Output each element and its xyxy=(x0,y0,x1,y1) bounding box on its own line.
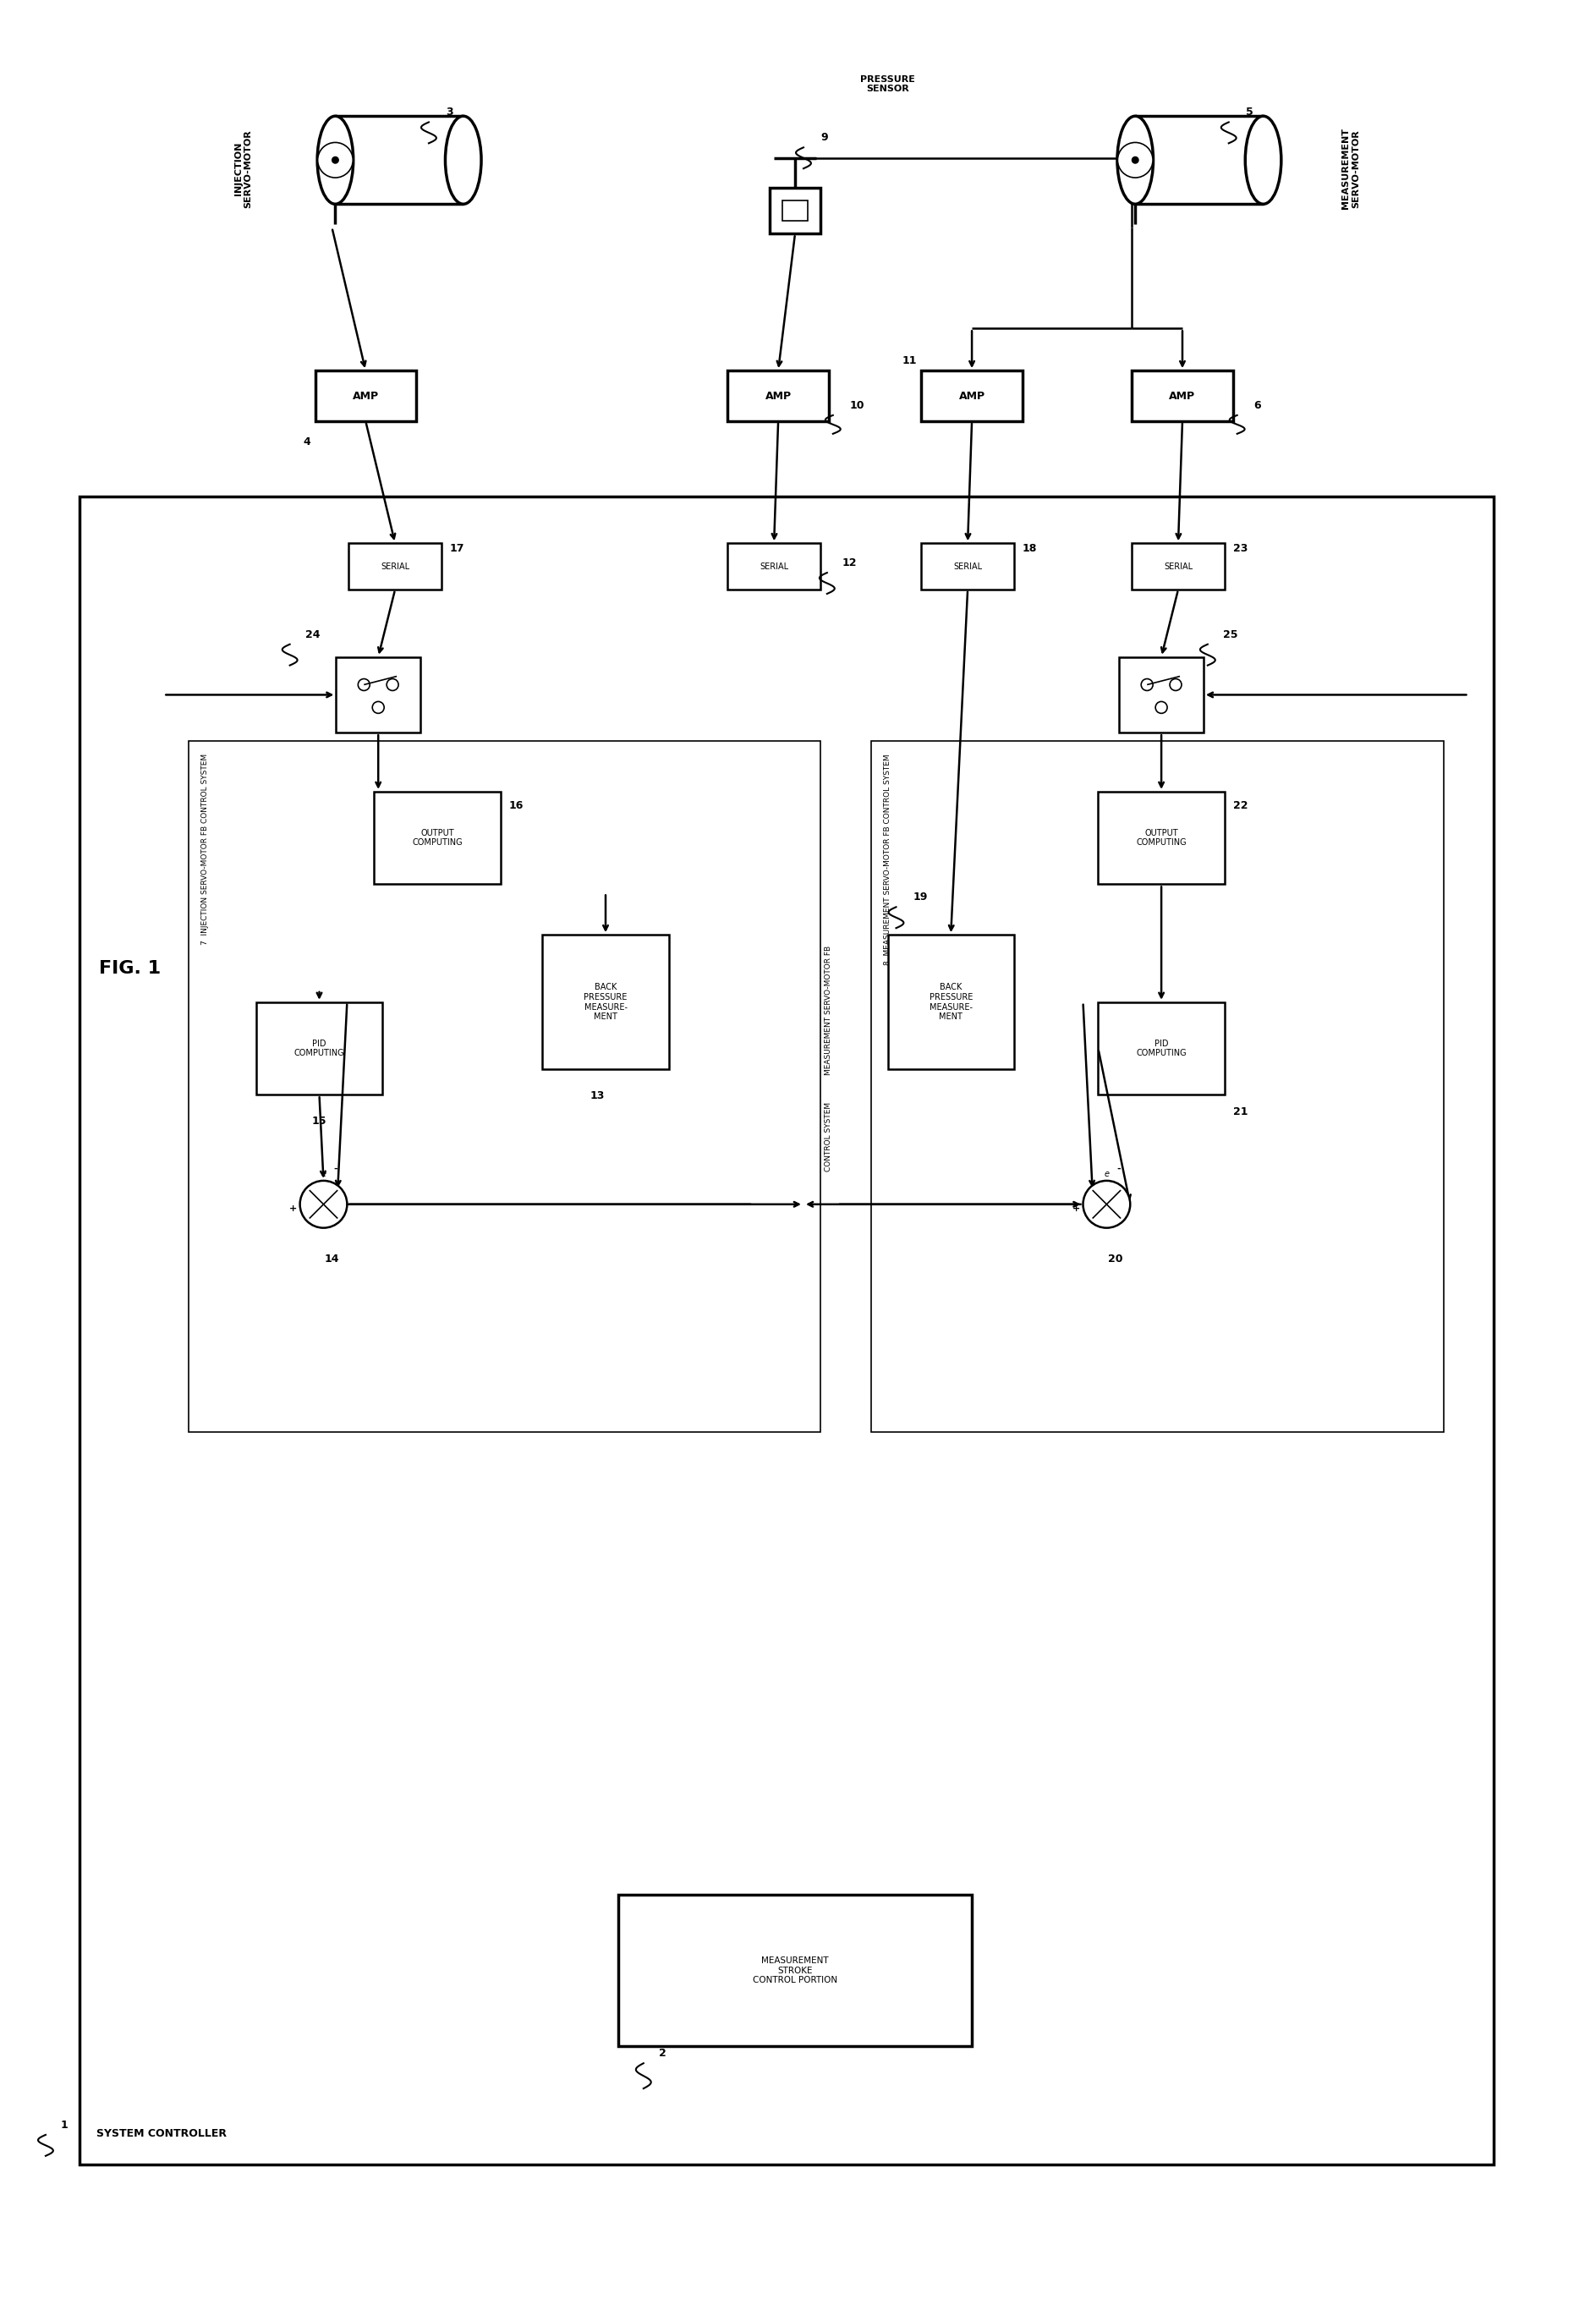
Text: e: e xyxy=(1104,1170,1109,1177)
Circle shape xyxy=(300,1181,346,1228)
Text: MEASUREMENT
STROKE
CONTROL PORTION: MEASUREMENT STROKE CONTROL PORTION xyxy=(753,1957,838,1984)
Text: 24: 24 xyxy=(305,629,319,641)
Text: CONTROL SYSTEM: CONTROL SYSTEM xyxy=(825,1102,833,1172)
Bar xyxy=(618,1894,972,2047)
Text: SERIAL: SERIAL xyxy=(760,562,788,571)
Text: +: + xyxy=(1073,1205,1080,1214)
Circle shape xyxy=(1132,158,1138,162)
Text: +: + xyxy=(289,1205,297,1214)
Text: 19: 19 xyxy=(913,891,927,903)
Bar xyxy=(373,791,500,884)
Text: 15: 15 xyxy=(311,1116,327,1128)
Text: 3: 3 xyxy=(445,107,453,118)
Text: 23: 23 xyxy=(1234,543,1248,555)
Circle shape xyxy=(1156,701,1167,713)
Text: 11: 11 xyxy=(902,355,918,367)
Circle shape xyxy=(1141,678,1152,692)
Text: 10: 10 xyxy=(849,399,865,411)
Circle shape xyxy=(372,701,385,713)
Bar xyxy=(1098,791,1224,884)
Bar xyxy=(728,543,820,590)
Text: -: - xyxy=(1117,1165,1120,1172)
Text: MEASUREMENT
SERVO-MOTOR: MEASUREMENT SERVO-MOTOR xyxy=(1342,128,1360,209)
Text: 1: 1 xyxy=(61,2119,69,2131)
Bar xyxy=(255,1003,383,1096)
Text: SERIAL: SERIAL xyxy=(381,562,410,571)
Bar xyxy=(1132,543,1224,590)
Bar xyxy=(782,200,808,220)
Text: 21: 21 xyxy=(1234,1107,1248,1116)
Text: AMP: AMP xyxy=(959,390,985,402)
Text: AMP: AMP xyxy=(353,390,378,402)
Text: FIG. 1: FIG. 1 xyxy=(99,961,161,977)
Text: OUTPUT
COMPUTING: OUTPUT COMPUTING xyxy=(412,829,463,847)
Text: AMP: AMP xyxy=(764,390,792,402)
Circle shape xyxy=(332,158,338,162)
Text: 4: 4 xyxy=(303,436,311,448)
Text: INJECTION
SERVO-MOTOR: INJECTION SERVO-MOTOR xyxy=(235,130,252,207)
Text: 6: 6 xyxy=(1254,399,1261,411)
Bar xyxy=(1135,116,1262,204)
Text: 14: 14 xyxy=(324,1253,340,1265)
Text: 7  INJECTION SERVO-MOTOR FB CONTROL SYSTEM: 7 INJECTION SERVO-MOTOR FB CONTROL SYSTE… xyxy=(201,754,209,945)
Bar xyxy=(769,188,820,234)
Circle shape xyxy=(1117,142,1152,179)
Text: OUTPUT
COMPUTING: OUTPUT COMPUTING xyxy=(1136,829,1186,847)
Bar xyxy=(543,935,669,1070)
Text: 5: 5 xyxy=(1245,107,1253,118)
Bar xyxy=(80,497,1494,2163)
Text: BACK
PRESSURE
MEASURE-
MENT: BACK PRESSURE MEASURE- MENT xyxy=(929,984,972,1021)
Bar xyxy=(921,371,1023,420)
Text: 25: 25 xyxy=(1223,629,1237,641)
Text: 8  MEASUREMENT SERVO-MOTOR FB CONTROL SYSTEM: 8 MEASUREMENT SERVO-MOTOR FB CONTROL SYS… xyxy=(884,754,891,966)
Text: 22: 22 xyxy=(1234,801,1248,810)
Text: BACK
PRESSURE
MEASURE-
MENT: BACK PRESSURE MEASURE- MENT xyxy=(584,984,627,1021)
Text: e: e xyxy=(321,1170,326,1177)
Text: -: - xyxy=(334,1165,337,1172)
Text: 16: 16 xyxy=(509,801,523,810)
Text: 2: 2 xyxy=(659,2047,666,2059)
Text: 13: 13 xyxy=(591,1091,605,1102)
Text: PID
COMPUTING: PID COMPUTING xyxy=(1136,1040,1186,1058)
Text: AMP: AMP xyxy=(1170,390,1195,402)
Ellipse shape xyxy=(445,116,482,204)
Circle shape xyxy=(1084,1181,1130,1228)
Text: SERIAL: SERIAL xyxy=(953,562,982,571)
Bar xyxy=(337,657,420,733)
Ellipse shape xyxy=(1245,116,1282,204)
Bar xyxy=(887,935,1013,1070)
Ellipse shape xyxy=(318,116,353,204)
Bar xyxy=(188,740,820,1432)
Circle shape xyxy=(1170,678,1181,692)
Text: SERIAL: SERIAL xyxy=(1163,562,1192,571)
Circle shape xyxy=(318,142,353,179)
Bar xyxy=(1119,657,1203,733)
Bar xyxy=(350,543,442,590)
Bar xyxy=(314,371,417,420)
Text: 12: 12 xyxy=(843,557,857,569)
Circle shape xyxy=(386,678,399,692)
Text: PID
COMPUTING: PID COMPUTING xyxy=(294,1040,345,1058)
Ellipse shape xyxy=(1117,116,1154,204)
Text: 17: 17 xyxy=(450,543,464,555)
Text: 18: 18 xyxy=(1023,543,1037,555)
Bar xyxy=(871,740,1443,1432)
Bar xyxy=(728,371,828,420)
Circle shape xyxy=(358,678,370,692)
Bar xyxy=(1132,371,1234,420)
Text: 20: 20 xyxy=(1108,1253,1122,1265)
Text: 9: 9 xyxy=(820,132,828,144)
Bar xyxy=(921,543,1013,590)
Text: SYSTEM CONTROLLER: SYSTEM CONTROLLER xyxy=(96,2128,227,2140)
Text: MEASUREMENT SERVO-MOTOR FB: MEASUREMENT SERVO-MOTOR FB xyxy=(825,947,833,1075)
Bar xyxy=(1098,1003,1224,1096)
Bar xyxy=(335,116,463,204)
Text: PRESSURE
SENSOR: PRESSURE SENSOR xyxy=(860,74,915,93)
